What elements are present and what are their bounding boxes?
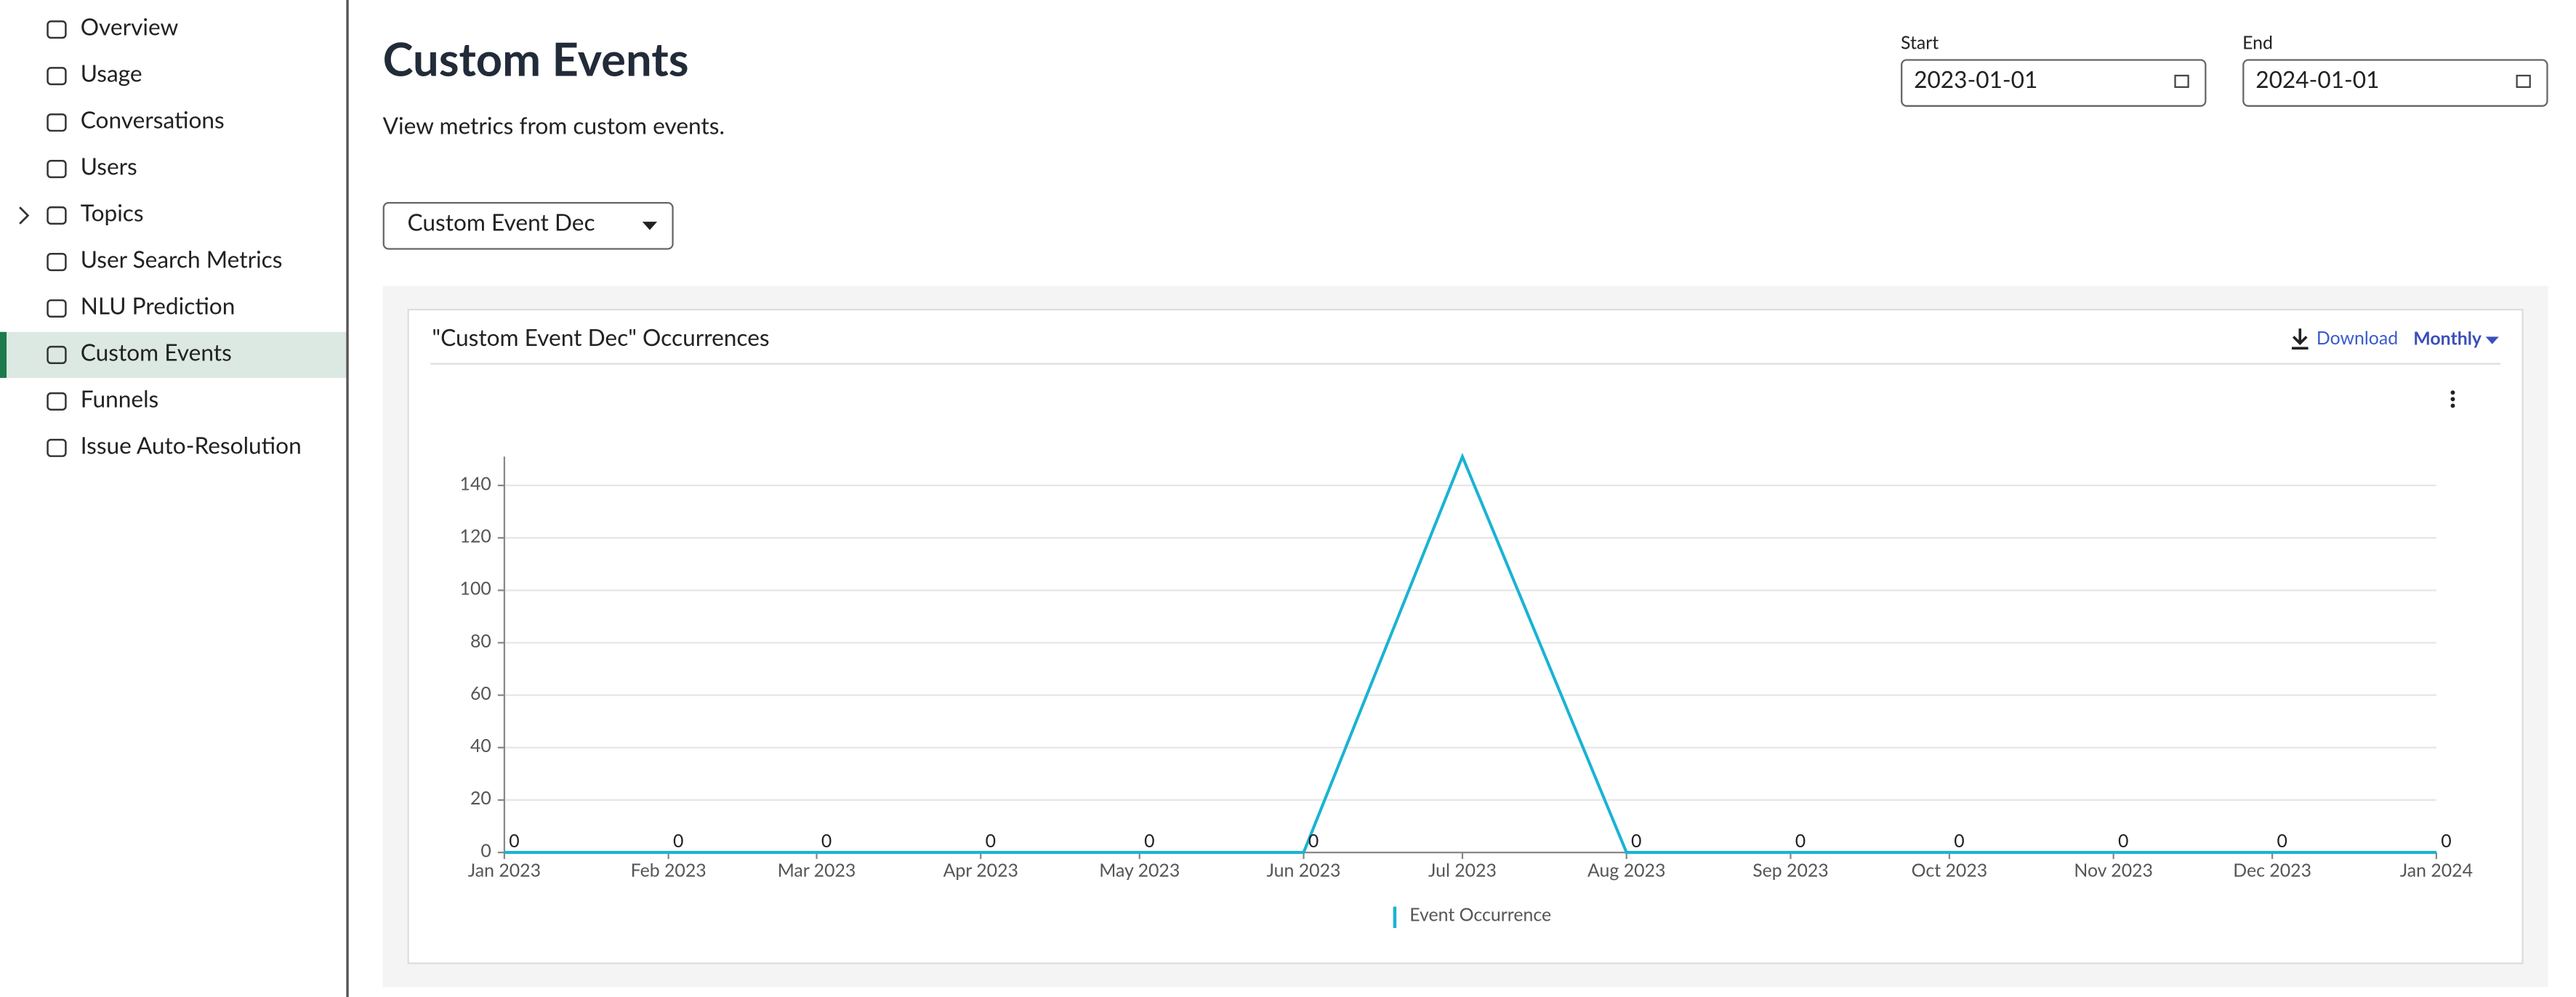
end-input[interactable]: [2242, 59, 2548, 107]
end-value: 2024-01-01: [2255, 65, 2379, 93]
y-tick-label: 60: [470, 682, 491, 704]
nav-icon: [47, 20, 67, 39]
nav-icon: [47, 67, 67, 86]
nav-icon: [47, 206, 67, 225]
data-label: 0: [673, 830, 683, 852]
nav-icon: [47, 345, 67, 365]
nav-item[interactable]: Funnels: [81, 384, 158, 412]
x-tick-label: Jan 2024: [2400, 859, 2473, 881]
y-tick-label: 0: [480, 839, 491, 861]
nav-item[interactable]: Issue Auto-Resolution: [81, 431, 302, 459]
x-tick-label: Mar 2023: [778, 859, 856, 881]
nav-item[interactable]: Overview: [81, 13, 179, 41]
x-tick-label: Oct 2023: [1912, 859, 1988, 881]
data-label: 0: [2441, 830, 2451, 852]
data-label: 0: [509, 830, 519, 852]
start-value: 2023-01-01: [1914, 65, 2037, 93]
download-link[interactable]: Download: [2317, 327, 2398, 349]
event-dropdown-value: Custom Event Dec: [408, 209, 595, 236]
x-tick-label: May 2023: [1099, 859, 1180, 881]
chart-title: "Custom Event Dec" Occurrences: [432, 323, 769, 351]
nav-item[interactable]: Usage: [81, 60, 142, 87]
calendar-icon[interactable]: [2174, 74, 2189, 88]
nav-icon: [47, 113, 67, 132]
x-tick-label: Sep 2023: [1752, 859, 1829, 881]
sidebar: Overview Usage Conversations Users Topics Use…: [0, 13, 347, 459]
data-label: 0: [2118, 830, 2128, 852]
start-label: Start: [1901, 31, 1939, 53]
y-tick-label: 100: [460, 578, 491, 600]
nav-item[interactable]: Topics: [81, 199, 144, 227]
dropdown-arrow: [642, 222, 658, 230]
nav-item[interactable]: Users: [81, 153, 137, 180]
nav-icon: [47, 438, 67, 457]
y-tick-label: 120: [460, 525, 491, 546]
x-tick-label: Jan 2023: [468, 859, 541, 881]
data-label: 0: [1308, 830, 1319, 852]
x-tick-label: Dec 2023: [2233, 859, 2311, 881]
data-label: 0: [2277, 830, 2287, 852]
active-row: [0, 331, 347, 379]
chart-card: [407, 308, 2524, 964]
active-indicator: [0, 331, 7, 379]
x-tick-label: Jun 2023: [1267, 859, 1341, 881]
data-label: 0: [986, 830, 996, 852]
data-label: 0: [1954, 830, 1964, 852]
kebab-menu[interactable]: [2450, 390, 2455, 408]
expand-chevron: [19, 206, 30, 225]
download-icon[interactable]: [2291, 328, 2309, 350]
page-title: Custom Events: [383, 31, 689, 86]
nav-icon: [47, 252, 67, 272]
start-input[interactable]: [1901, 59, 2207, 107]
y-tick-label: 80: [470, 630, 491, 652]
nav-item[interactable]: Conversations: [81, 106, 225, 134]
data-label: 0: [1144, 830, 1154, 852]
x-tick-label: Feb 2023: [631, 859, 707, 881]
plot: 0 20 40 60 80 100 120 140 Jan 2023 Feb 2023 Mar 20…: [460, 452, 2473, 881]
nav-item[interactable]: User Search Metrics: [81, 246, 283, 273]
y-tick-label: 20: [470, 787, 491, 809]
series-line: [504, 452, 2436, 855]
x-tick-label: Nov 2023: [2074, 859, 2153, 881]
nav-icon: [47, 299, 67, 318]
nav-icon: [47, 160, 67, 179]
period-select[interactable]: Monthly: [2413, 327, 2482, 349]
calendar-icon[interactable]: [2516, 74, 2531, 88]
x-tick-label: Jul 2023: [1428, 859, 1497, 881]
x-tick-label: Apr 2023: [943, 859, 1018, 881]
event-dropdown[interactable]: [382, 202, 674, 250]
y-tick-label: 140: [460, 472, 491, 494]
y-tick-label: 40: [470, 735, 491, 756]
data-label: 0: [1631, 830, 1641, 852]
nav-item[interactable]: Custom Events: [81, 338, 232, 366]
nav-item[interactable]: NLU Prediction: [81, 292, 236, 320]
period-arrow: [2485, 336, 2499, 344]
page-subtitle: View metrics from custom events.: [383, 111, 725, 139]
nav-icon: [47, 392, 67, 411]
data-label: 0: [821, 830, 832, 852]
x-tick-label: Aug 2023: [1587, 859, 1665, 881]
end-label: End: [2242, 31, 2273, 53]
data-label: 0: [1795, 830, 1806, 852]
legend-label: Event Occurrence: [1409, 904, 1551, 926]
